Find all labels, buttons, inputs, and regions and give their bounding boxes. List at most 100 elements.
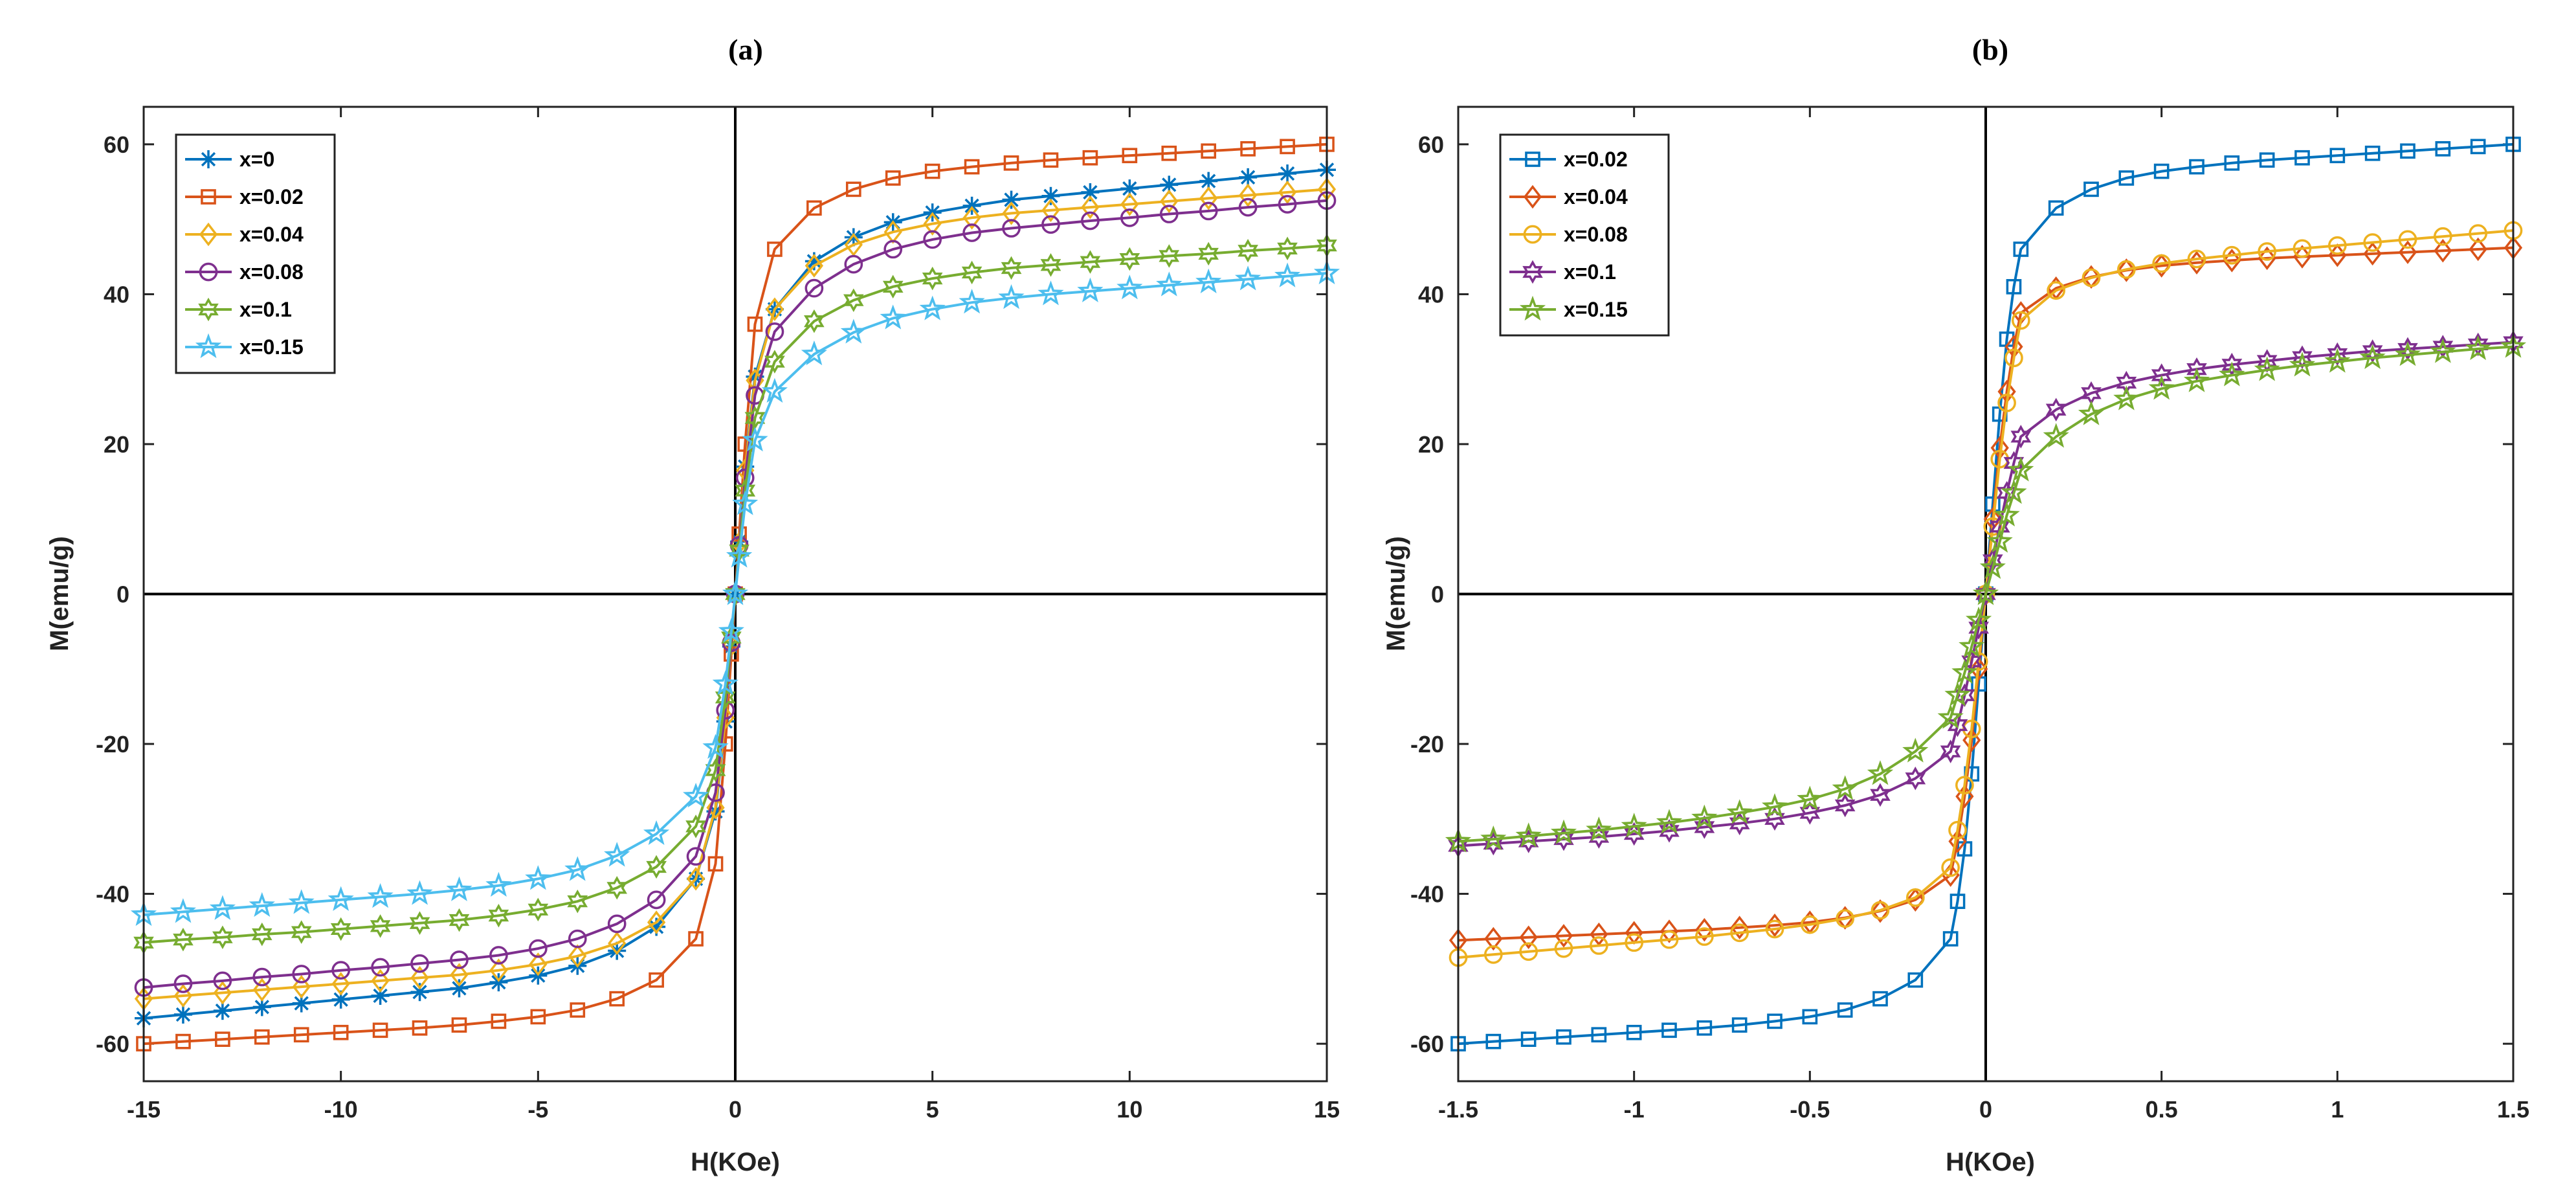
panel-a-data-point — [880, 304, 906, 330]
panel-a-data-point — [1081, 211, 1100, 230]
panel-a-x-tick-label: -15 — [127, 1096, 161, 1123]
panel-b-series-x=0.15 — [1445, 333, 2527, 853]
panel-a-data-point — [1041, 215, 1060, 234]
panel-b-legend-label: x=0.08 — [1564, 223, 1628, 246]
panel-b-data-point — [1625, 933, 1644, 952]
panel-a-data-point — [962, 196, 981, 215]
panel-b-y-tick-label: -60 — [1410, 1031, 1444, 1057]
panel-a-data-point — [1238, 239, 1258, 263]
panel-b-data-point — [1800, 915, 1819, 934]
panel-a-data-point — [604, 842, 630, 867]
panel-b-data-point — [2294, 150, 2310, 166]
panel-a-data-point — [173, 927, 194, 952]
panel-b-x-tick-label: 1.5 — [2497, 1096, 2529, 1123]
panel-a-data-point — [1041, 186, 1060, 205]
panel-a-data-point-stroke — [294, 996, 309, 1011]
panel-a-data-point — [688, 931, 704, 947]
panel-a-data-point — [843, 288, 864, 312]
panel-b-data-point — [2148, 375, 2175, 400]
panel-a-data-point — [1278, 195, 1297, 214]
panel-a-data-point — [175, 1033, 191, 1049]
panel-b-data-point — [1695, 917, 1714, 942]
panel-b-data-point — [2117, 258, 2136, 282]
panel-a-data-point — [844, 254, 863, 274]
panel-b-data-point — [2010, 425, 2032, 449]
panel-a-data-point — [567, 889, 588, 914]
panel-a-data-point — [446, 876, 472, 901]
panel-a-data-point — [844, 232, 863, 257]
panel-a-data-point-stroke — [452, 981, 467, 996]
panel-a-data-point — [1159, 205, 1179, 223]
panel-b-data-point — [2006, 279, 2022, 295]
panel-a-data-point — [1081, 183, 1100, 201]
panel-a-data-point — [331, 961, 351, 980]
panel-a-legend-marker — [195, 333, 222, 359]
panel-a-data-point — [1081, 195, 1100, 219]
panel-b-data-point — [1726, 799, 1753, 824]
panel-b-data-point — [1937, 704, 1964, 729]
panel-b-data-point — [2327, 342, 2348, 366]
panel-a-legend-marker — [198, 297, 219, 322]
panel-a-legend-marker — [199, 262, 218, 282]
panel-a-legend-label: x=0.04 — [239, 223, 304, 246]
panel-b-legend-item: x=0.15 — [1509, 295, 1628, 321]
panel-a-data-point — [1280, 139, 1295, 155]
panel-a-data-point-stroke — [1004, 192, 1019, 207]
panel-a-legend-box — [175, 133, 336, 374]
panel-b-legend-item: x=0.1 — [1509, 260, 1616, 284]
panel-a-data-point — [923, 212, 942, 236]
panel-b-legend-label: x=0.04 — [1564, 185, 1628, 208]
panel-a-data-point — [924, 163, 940, 179]
panel-a-data-point — [922, 266, 943, 291]
panel-a-data-point — [845, 181, 861, 197]
panel-b-y-tick-label: -40 — [1410, 881, 1444, 908]
panel-a-legend-item: x=0.02 — [185, 185, 304, 208]
panel-b-data-point — [1979, 554, 2006, 579]
panel-b-data-point — [1520, 1031, 1537, 1047]
panel-b-data-point — [1972, 580, 1999, 605]
panel-a-data-point — [805, 278, 824, 298]
panel-a-data-point — [1038, 280, 1064, 306]
panel-b-x-tick-label: -0.5 — [1790, 1096, 1830, 1123]
panel-a-legend: x=0 x=0.02 x=0.04 x=0.08 x=0.1 x=0.15 — [175, 133, 336, 374]
panel-a-data-point — [450, 979, 469, 998]
panel-a-data-point — [212, 925, 233, 949]
panel-a-x-tick-label: -10 — [324, 1096, 358, 1123]
panel-a-data-point-stroke — [1043, 188, 1058, 203]
panel-a-data-point — [488, 903, 509, 928]
panel-a-title: (a) — [728, 33, 763, 66]
panel-b-data-point — [1872, 991, 1888, 1007]
panel-a-data-point — [564, 856, 591, 881]
panel-a-data-point — [410, 965, 429, 990]
panel-a-data-point — [1277, 236, 1298, 261]
panel-b-data-point — [2183, 367, 2210, 392]
panel-b-legend-item: x=0.04 — [1509, 185, 1628, 209]
panel-b-y-tick-label: -20 — [1410, 731, 1444, 758]
panel-a-data-point — [882, 275, 904, 299]
panel-b-data-point — [1730, 923, 1749, 943]
panel-a-y-tick-label: 0 — [117, 581, 129, 608]
panel-a-data-point — [292, 974, 311, 999]
panel-b-data-point — [1834, 793, 1856, 818]
panel-a-data-point — [328, 886, 354, 911]
panel-a-data-point — [412, 1020, 428, 1036]
panel-b-data-point — [2324, 348, 2351, 373]
panel-a-data-point — [291, 920, 312, 944]
panel-a-x-tick-label: 10 — [1116, 1096, 1142, 1123]
panel-b-data-point — [2045, 398, 2067, 421]
panel-b-data-point — [2082, 268, 2101, 287]
panel-b-data-point — [1761, 793, 1788, 818]
panel-a-data-point — [1080, 250, 1101, 274]
panel-a-data-point — [527, 897, 549, 922]
panel-b-data-point — [1966, 606, 1992, 632]
panel-a-data-point-stroke — [491, 975, 506, 990]
panel-b-data-point — [1519, 925, 1538, 949]
panel-a-legend-marker — [199, 222, 218, 247]
panel-a-legend-item: x=0.04 — [185, 222, 304, 247]
panel-b-data-point — [1871, 901, 1890, 920]
panel-a-y-tick-label: -60 — [96, 1031, 129, 1057]
panel-b-data-point — [1621, 813, 1647, 838]
panel-a-data-point-stroke — [254, 1000, 269, 1015]
panel-b-data-point — [1550, 819, 1577, 844]
